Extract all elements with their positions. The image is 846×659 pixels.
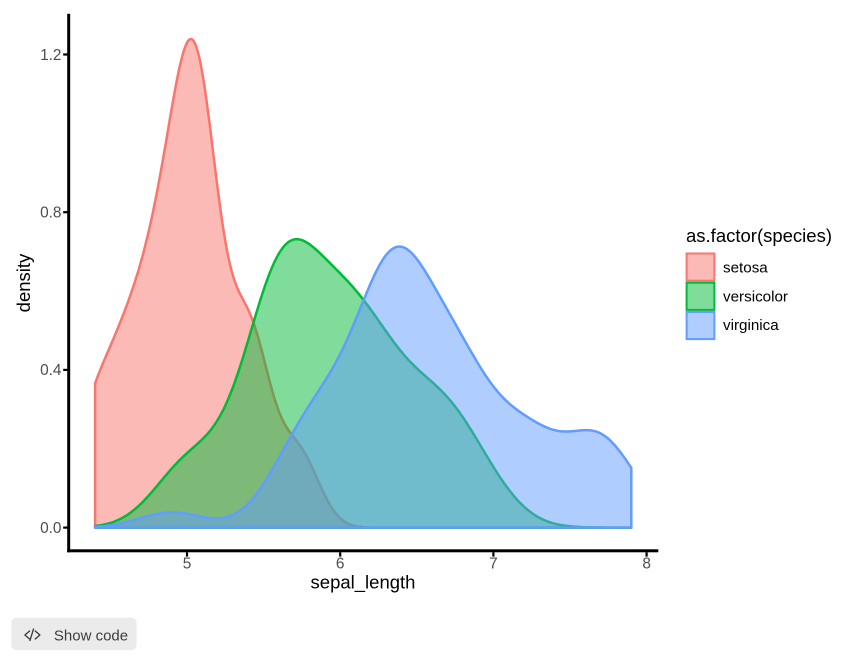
svg-text:Show code: Show code <box>54 628 128 645</box>
svg-text:density: density <box>13 253 34 312</box>
svg-text:8: 8 <box>642 556 651 573</box>
svg-text:5: 5 <box>183 556 192 573</box>
svg-text:sepal_length: sepal_length <box>311 572 416 594</box>
svg-text:0.4: 0.4 <box>40 362 62 379</box>
svg-text:as.factor(species): as.factor(species) <box>686 225 832 246</box>
svg-text:6: 6 <box>336 556 345 573</box>
svg-text:0.8: 0.8 <box>40 205 61 222</box>
svg-text:0.0: 0.0 <box>40 520 61 537</box>
svg-text:setosa: setosa <box>723 259 768 276</box>
svg-text:1.2: 1.2 <box>40 47 61 64</box>
svg-text:7: 7 <box>489 556 498 573</box>
svg-text:virginica: virginica <box>723 317 779 334</box>
svg-text:versicolor: versicolor <box>723 289 788 306</box>
